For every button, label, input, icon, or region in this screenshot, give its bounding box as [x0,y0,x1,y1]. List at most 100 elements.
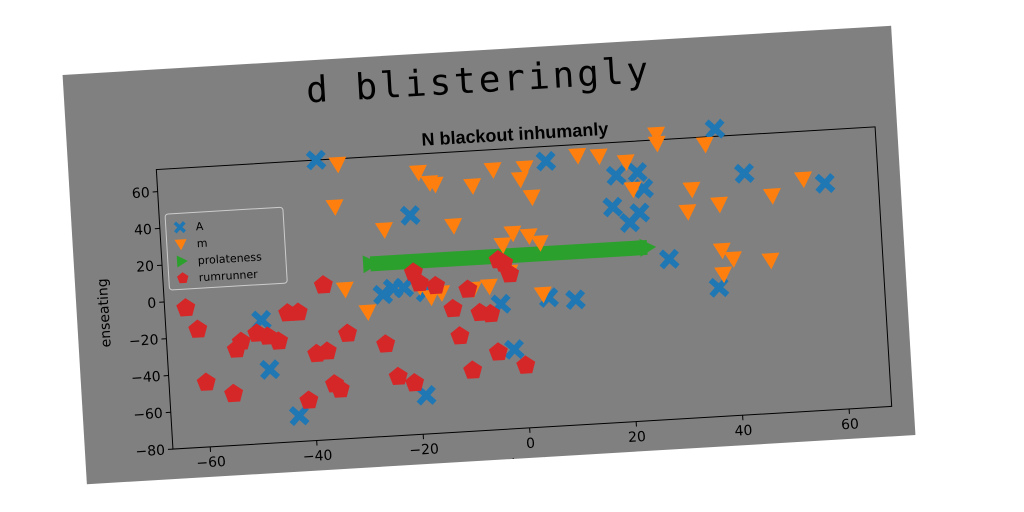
point-rumrunner [376,334,396,353]
point-a [503,339,525,360]
point-m [328,156,347,174]
point-m [714,266,733,284]
legend-marker-rumrunner [177,272,189,284]
point-m [444,218,463,235]
point-m [374,222,393,239]
y-tick-label: −20 [129,332,159,350]
point-m [616,154,635,171]
point-rumrunner [450,326,470,345]
point-rumrunner [516,355,536,374]
legend-marker-prolateness [176,255,188,268]
point-a [619,212,640,233]
point-a [288,405,310,427]
point-rumrunner [176,298,196,317]
point-rumrunner [317,341,337,360]
legend-label-a: A [195,220,204,233]
point-rumrunner [338,323,358,342]
y-tick-label: 40 [134,222,153,239]
point-m [647,135,666,153]
point-rumrunner [269,331,289,350]
point-m [522,189,541,207]
point-m [515,160,534,177]
point-m [408,164,427,182]
point-a [658,248,680,270]
legend-label-prolateness: prolateness [197,250,262,267]
point-rumrunner [224,383,244,403]
point-m [483,162,502,179]
point-m [712,242,731,260]
point-m [425,176,444,194]
point-a [627,162,648,183]
chart-title: N blackout inhumanly [421,119,609,150]
legend-label-rumrunner: rumrunner [198,268,258,285]
point-a [393,277,415,299]
point-rumrunner [288,302,308,321]
point-m [723,251,742,268]
point-a [565,289,586,311]
point-m [623,181,642,199]
point-m [503,225,522,243]
point-rumrunner [196,372,216,391]
point-rumrunner [188,319,208,338]
scatter-chart: N blackout inhumanly −60 −40 −20 0 20 40 60 −80 −… [95,118,893,473]
point-rumrunner [231,331,251,351]
point-rumrunner [388,366,408,386]
point-m [463,178,482,195]
point-rumrunner [409,273,429,292]
point-a [602,196,624,218]
point-m [493,237,512,254]
point-m [589,148,608,166]
point-m [647,126,666,144]
point-m [530,235,549,252]
point-m [510,171,529,189]
point-m [682,181,701,199]
point-m [762,188,781,205]
point-a [535,150,557,172]
point-a [259,359,281,380]
point-a [708,277,730,298]
y-tick-label: −80 [135,443,165,461]
point-a [399,205,421,226]
point-rumrunner [488,342,508,361]
point-rumrunner [299,390,319,409]
x-tick-label: 60 [841,416,860,433]
point-a [305,149,327,171]
point-rumrunner [330,379,350,398]
legend-marker-m [174,239,187,251]
point-a [605,165,627,186]
y-tick-label: 60 [131,185,150,202]
point-m [568,147,587,165]
legend-frame [164,206,288,291]
y-tick-label: −60 [133,406,163,424]
point-rumrunner [426,275,446,295]
point-rumrunner [443,298,463,318]
point-rumrunner [405,373,425,392]
point-a [372,284,394,305]
plot-area-frame [155,126,893,450]
point-m [325,199,344,216]
point-m [335,281,354,299]
legend-marker-a [173,221,187,234]
point-rumrunner [458,279,478,298]
x-tick-label: −40 [302,448,332,466]
point-rumrunner [463,360,483,379]
point-m [678,204,697,221]
point-a [814,173,836,194]
point-m [533,286,552,304]
point-rumrunner [313,275,333,294]
point-m [695,136,714,154]
point-m [479,278,498,296]
x-tick-label: −60 [196,454,226,472]
point-prolateness [639,238,657,257]
point-m [709,196,728,214]
x-axis-label: baroto [511,454,557,473]
point-rumrunner [481,303,501,323]
point-prolateness [362,255,380,274]
figure: d blisteringly N blackout inhumanly −60 −4… [62,25,916,485]
point-m [761,252,780,270]
point-a [704,118,726,140]
x-tick-label: 0 [526,436,536,453]
y-tick-label: 20 [136,259,155,276]
x-tick-label: −20 [409,441,439,459]
legend-label-m: m [196,237,207,251]
